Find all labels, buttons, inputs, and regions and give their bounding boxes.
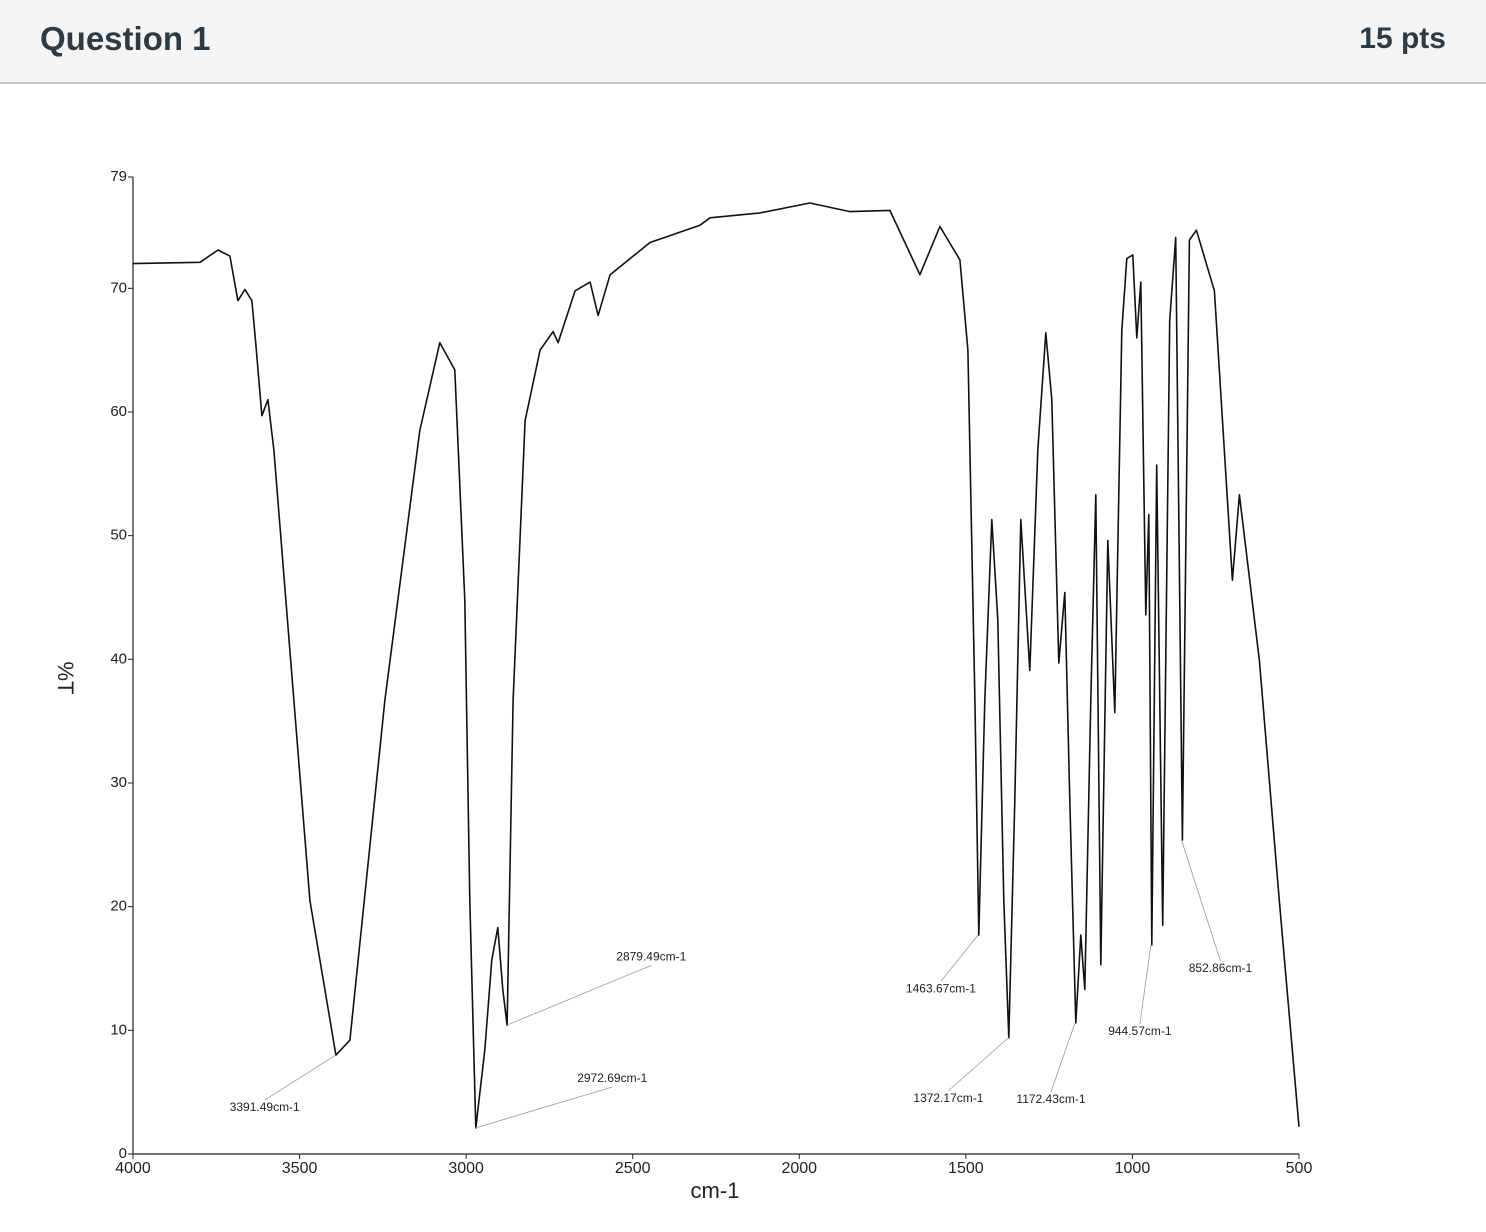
annotation-label: 2879.49cm-1 <box>616 950 686 964</box>
annotation-leader <box>1139 944 1152 1025</box>
x-tick-label: 500 <box>1286 1160 1313 1177</box>
y-tick-label: 79 <box>110 168 127 185</box>
annotation-label: 944.57cm-1 <box>1108 1024 1172 1038</box>
annotation-label: 1463.67cm-1 <box>906 981 976 995</box>
annotation-label: 1172.43cm-1 <box>1016 1092 1085 1106</box>
x-tick-label: 2500 <box>615 1160 651 1177</box>
annotation-leader <box>948 1037 1009 1092</box>
annotation-leader <box>475 1086 613 1129</box>
annotation-label: 3391.49cm-1 <box>230 1100 300 1114</box>
x-tick-label: 2000 <box>781 1160 817 1177</box>
y-tick-label: 10 <box>110 1021 127 1038</box>
y-tick-label: 40 <box>110 650 127 667</box>
spectrum-line <box>132 202 1300 1129</box>
annotation-leader <box>1181 839 1221 961</box>
annotation-leader <box>264 1054 336 1101</box>
annotation-leader <box>940 934 979 982</box>
y-tick-label: 50 <box>110 527 127 544</box>
question-points: 15 pts <box>1359 22 1446 55</box>
x-tick-label: 1000 <box>1115 1160 1151 1177</box>
question-title: Question 1 <box>40 20 211 57</box>
y-tick-label: 0 <box>119 1145 127 1162</box>
chart: cm-1 %T 0 10 20 30 40 50 60 70 79 4000 3500 3000 250… <box>53 168 1313 1203</box>
y-axis-label: %T <box>53 662 78 695</box>
annotation-label: 1372.17cm-1 <box>913 1091 983 1105</box>
question-header: Question 1 15 pts <box>0 0 1486 84</box>
y-tick-label: 70 <box>110 279 127 296</box>
annotation-leader <box>506 965 652 1026</box>
x-tick-label: 1500 <box>948 1160 984 1177</box>
x-tick-label: 3500 <box>282 1160 318 1177</box>
y-tick-label: 30 <box>110 774 127 791</box>
annotation-label: 2972.69cm-1 <box>577 1071 647 1085</box>
y-tick-label: 60 <box>110 403 127 420</box>
y-tick-label: 20 <box>110 898 127 915</box>
x-tick-label: 3000 <box>448 1160 484 1177</box>
x-tick-label: 4000 <box>115 1160 151 1177</box>
x-axis-label: cm-1 <box>691 1178 740 1203</box>
annotation-leader <box>1050 1022 1076 1093</box>
annotation-label: 852.86cm-1 <box>1189 961 1253 975</box>
